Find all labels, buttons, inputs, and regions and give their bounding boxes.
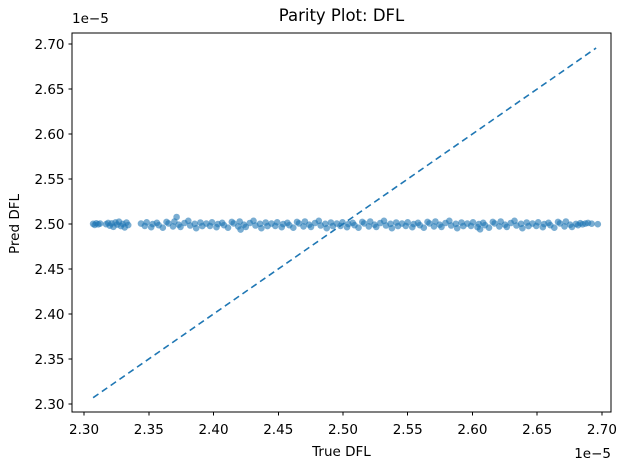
y-tick-label: 2.65	[34, 82, 64, 98]
axes-spines	[71, 32, 612, 413]
x-tick-label: 2.65	[522, 422, 552, 438]
y-tick-label: 2.60	[34, 127, 64, 143]
scatter-point	[485, 224, 493, 231]
scatter-point	[519, 224, 526, 232]
scatter-point	[323, 224, 331, 232]
x-tick-label: 2.40	[198, 422, 228, 438]
scatter-point	[96, 220, 104, 227]
scatter-point	[534, 219, 542, 226]
y-tick-label: 2.30	[34, 397, 64, 413]
y-tick-label: 2.40	[34, 307, 64, 323]
scatter-point	[159, 224, 167, 231]
scatter-point	[224, 224, 232, 231]
y-tick-label: 2.50	[34, 217, 64, 233]
y-tick-label: 2.70	[34, 37, 64, 53]
scatter-point	[258, 224, 265, 232]
y-axis-label: Pred DFL	[7, 193, 23, 255]
chart-title: Parity Plot: DFL	[278, 6, 405, 25]
scatter-point	[588, 220, 595, 227]
x-tick-label: 2.55	[393, 422, 423, 438]
y-tick-label: 2.35	[34, 352, 64, 368]
x-tick-label: 2.60	[457, 422, 487, 438]
y-tick-label: 2.45	[34, 262, 64, 278]
x-tick-label: 2.45	[263, 422, 293, 438]
scatter-point	[192, 224, 200, 232]
scatter-point	[469, 219, 477, 226]
scatter-point	[388, 224, 396, 232]
x-axis-label: True DFL	[312, 444, 371, 460]
scatter-point	[476, 226, 484, 233]
x-axis-offset-text: 1e−5	[574, 446, 611, 462]
scatter-point	[339, 219, 346, 226]
identity-line	[92, 47, 597, 399]
scatter-point	[355, 224, 362, 231]
scatter-point	[594, 220, 602, 228]
scatter-point	[404, 219, 412, 226]
scatter-point	[237, 226, 244, 233]
scatter-point	[124, 221, 132, 229]
y-axis-offset-text: 1e−5	[72, 11, 109, 27]
scatter-point	[208, 219, 216, 226]
y-tick-label: 2.55	[34, 172, 64, 188]
x-tick-label: 2.70	[587, 422, 617, 438]
x-tick-label: 2.30	[69, 422, 99, 438]
scatter-point	[143, 219, 150, 226]
scatter-point	[453, 224, 461, 232]
scatter-point	[290, 224, 297, 231]
scatter-point	[173, 213, 180, 221]
scatter-point	[273, 219, 281, 226]
scatter-point	[551, 224, 558, 231]
scatter-point	[420, 224, 428, 231]
x-tick-label: 2.35	[134, 422, 164, 438]
x-tick-label: 2.50	[328, 422, 358, 438]
